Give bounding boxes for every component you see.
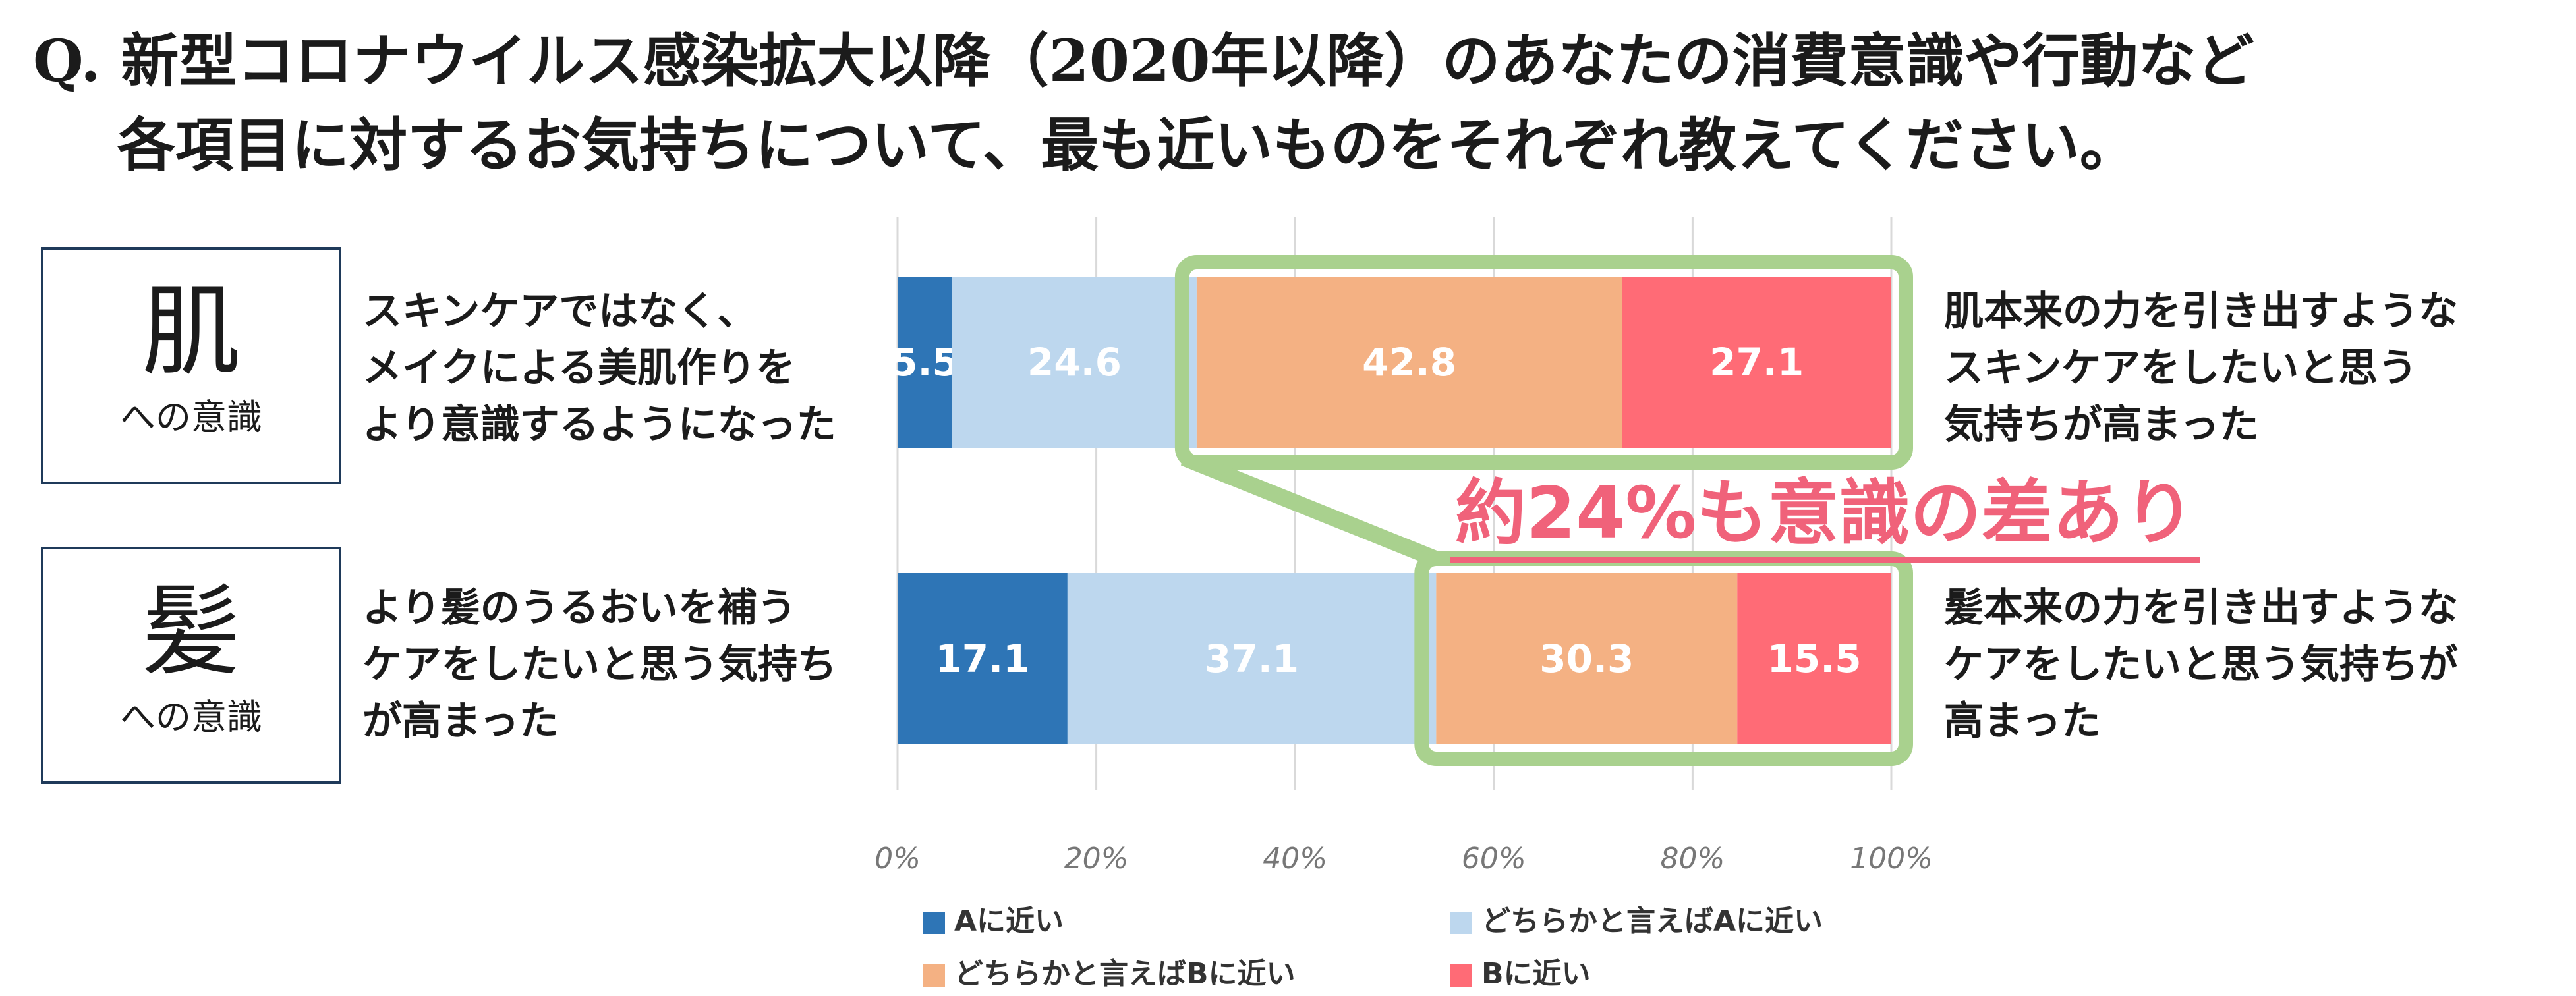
legend-swatch [1450, 964, 1472, 987]
data-label: 17.1 [935, 636, 1029, 681]
statement-line: より髪のうるおいを補う [362, 585, 797, 631]
legend-label: どちらかと言えばBに近い [954, 957, 1296, 991]
statement-line: 気持ちが高まった [1944, 402, 2259, 448]
data-label: 42.8 [1362, 340, 1456, 385]
category-box-hair: 髪 への意識 [41, 547, 341, 784]
statement-b-hair: 髪本来の力を引き出すような ケアをしたいと思う気持ちが 高まった [1944, 580, 2458, 750]
legend-item-lean-b: どちらかと言えばBに近い [923, 950, 1296, 992]
statement-line: スキンケアをしたいと思う [1944, 345, 2418, 391]
bar-segment [898, 277, 952, 448]
legend-swatch [923, 912, 945, 934]
legend-swatch [1450, 912, 1472, 934]
statement-line: が高まった [362, 698, 559, 744]
difference-callout: 約24%も意識の差あり [1450, 474, 2200, 563]
bar-segment [1196, 277, 1622, 448]
x-tick-label: 100% [1850, 842, 1933, 875]
statement-a-hair: より髪のうるおいを補う ケアをしたいと思う気持ち が高まった [362, 580, 837, 750]
category-title: 髪 [141, 574, 241, 689]
category-subtitle: への意識 [120, 397, 262, 438]
bar-segment [952, 277, 1197, 448]
data-label: 15.5 [1767, 636, 1862, 681]
question-text: Q. 新型コロナウイルス感染拡大以降（2020年以降）のあなたの消費意識や行動な… [33, 18, 2254, 187]
x-tick-label: 0% [874, 842, 921, 875]
legend-item-lean-a: どちらかと言えばAに近い [1450, 897, 1823, 939]
data-label: 24.6 [1027, 340, 1122, 385]
data-label: 27.1 [1709, 340, 1804, 385]
statement-a-skin: スキンケアではなく、 メイクによる美肌作りを より意識するようになった [362, 283, 836, 453]
x-tick-label: 80% [1661, 842, 1725, 875]
category-title: 肌 [141, 275, 241, 389]
statement-line: スキンケアではなく、 [362, 289, 757, 335]
question-line-1: Q. 新型コロナウイルス感染拡大以降（2020年以降）のあなたの消費意識や行動な… [33, 26, 2254, 95]
x-tick-label: 20% [1064, 842, 1129, 875]
statement-b-skin: 肌本来の力を引き出すような スキンケアをしたいと思う 気持ちが高まった [1944, 283, 2458, 453]
bar-segment [1622, 277, 1891, 448]
category-box-skin: 肌 への意識 [41, 247, 341, 484]
legend-swatch [923, 964, 945, 987]
statement-line: 高まった [1944, 698, 2101, 744]
data-label: 30.3 [1539, 636, 1634, 681]
legend-label: Bに近い [1481, 957, 1591, 991]
question-line-2: 各項目に対するお気持ちについて、最も近いものをそれぞれ教えてください。 [117, 111, 2138, 179]
x-tick-label: 40% [1263, 842, 1327, 875]
category-subtitle: への意識 [120, 696, 262, 738]
data-label: 5.5 [891, 340, 959, 385]
legend-label: Aに近い [954, 904, 1064, 938]
legend-item-a-close: Aに近い [923, 897, 1064, 939]
bar-segment [1436, 573, 1738, 744]
x-tick-label: 60% [1462, 842, 1526, 875]
statement-line: ケアをしたいと思う気持ちが [1944, 642, 2458, 688]
legend-label: どちらかと言えばAに近い [1481, 904, 1823, 938]
bar-segment [1067, 573, 1437, 744]
bar-segment [1737, 573, 1891, 744]
bar-segment [898, 573, 1068, 744]
statement-line: 肌本来の力を引き出すような [1944, 289, 2458, 335]
highlight-connector [1181, 459, 1450, 562]
data-label: 37.1 [1205, 636, 1299, 681]
statement-line: より意識するようになった [362, 402, 836, 448]
legend-item-b-close: Bに近い [1450, 950, 1591, 992]
statement-line: ケアをしたいと思う気持ち [362, 642, 837, 688]
statement-line: 髪本来の力を引き出すような [1944, 585, 2458, 631]
highlight-frame [1174, 255, 1913, 470]
statement-line: メイクによる美肌作りを [362, 345, 795, 391]
